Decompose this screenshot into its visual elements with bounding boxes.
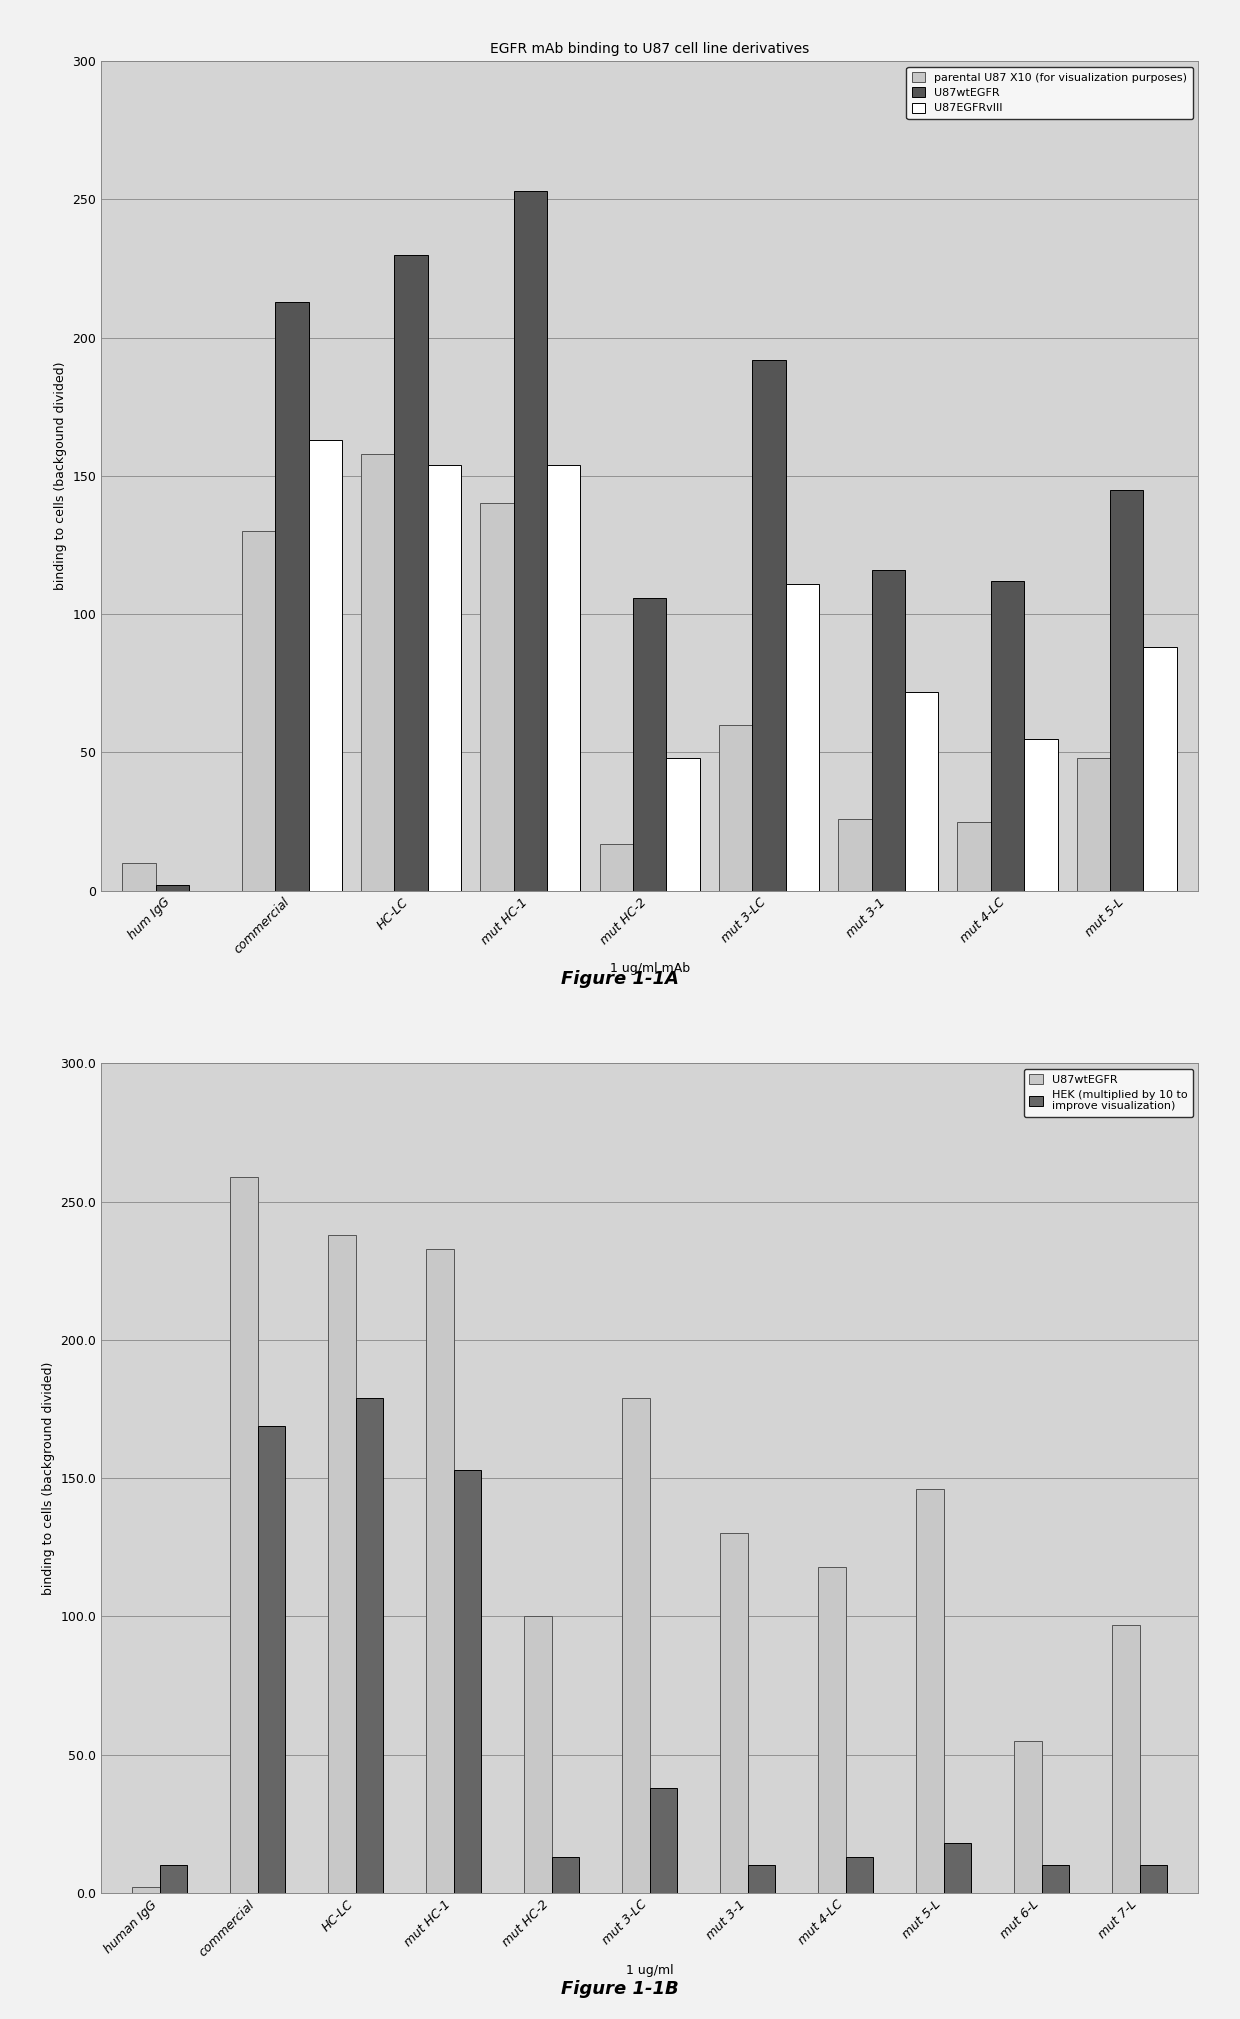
Bar: [123, 862, 156, 890]
Bar: [748, 1866, 775, 1894]
Bar: [600, 844, 632, 890]
Bar: [991, 581, 1024, 890]
Bar: [1042, 1866, 1069, 1894]
Bar: [720, 1534, 748, 1894]
Bar: [632, 598, 666, 890]
Bar: [957, 822, 991, 890]
Legend: U87wtEGFR, HEK (multiplied by 10 to
improve visualization): U87wtEGFR, HEK (multiplied by 10 to impr…: [1024, 1068, 1193, 1117]
Bar: [1112, 1625, 1140, 1894]
Bar: [1110, 491, 1143, 890]
Y-axis label: binding to cells (backgound divided): binding to cells (backgound divided): [53, 361, 67, 590]
Bar: [156, 884, 190, 890]
Bar: [666, 757, 699, 890]
Bar: [258, 1425, 285, 1894]
Bar: [454, 1470, 481, 1894]
Bar: [547, 464, 580, 890]
Bar: [525, 1617, 552, 1894]
Bar: [309, 440, 342, 890]
X-axis label: 1 ug/ml: 1 ug/ml: [626, 1964, 673, 1977]
Bar: [394, 254, 428, 890]
Bar: [905, 693, 939, 890]
Text: Figure 1-1B: Figure 1-1B: [562, 1981, 678, 1997]
Bar: [275, 301, 309, 890]
Bar: [231, 1177, 258, 1894]
Legend: parental U87 X10 (for visualization purposes), U87wtEGFR, U87EGFRvIII: parental U87 X10 (for visualization purp…: [906, 67, 1193, 119]
Bar: [944, 1843, 971, 1894]
Text: Figure 1-1A: Figure 1-1A: [560, 971, 680, 987]
Bar: [786, 583, 820, 890]
Bar: [719, 725, 753, 890]
Bar: [1076, 757, 1110, 890]
Bar: [1140, 1866, 1167, 1894]
Bar: [428, 464, 461, 890]
Bar: [1024, 739, 1058, 890]
Bar: [160, 1866, 187, 1894]
Bar: [427, 1248, 454, 1894]
Bar: [242, 531, 275, 890]
Bar: [650, 1789, 677, 1894]
Bar: [361, 454, 394, 890]
Bar: [622, 1397, 650, 1894]
Bar: [916, 1490, 944, 1894]
Bar: [356, 1397, 383, 1894]
Bar: [872, 569, 905, 890]
Bar: [552, 1857, 579, 1894]
Bar: [1143, 648, 1177, 890]
Bar: [753, 359, 786, 890]
X-axis label: 1 ug/ml mAb: 1 ug/ml mAb: [610, 961, 689, 975]
Bar: [818, 1567, 846, 1894]
Bar: [513, 192, 547, 890]
Bar: [329, 1236, 356, 1894]
Title: EGFR mAb binding to U87 cell line derivatives: EGFR mAb binding to U87 cell line deriva…: [490, 42, 810, 57]
Y-axis label: binding to cells (background divided): binding to cells (background divided): [42, 1361, 55, 1595]
Bar: [133, 1888, 160, 1894]
Bar: [838, 820, 872, 890]
Bar: [846, 1857, 873, 1894]
Bar: [1014, 1740, 1042, 1894]
Bar: [480, 503, 513, 890]
